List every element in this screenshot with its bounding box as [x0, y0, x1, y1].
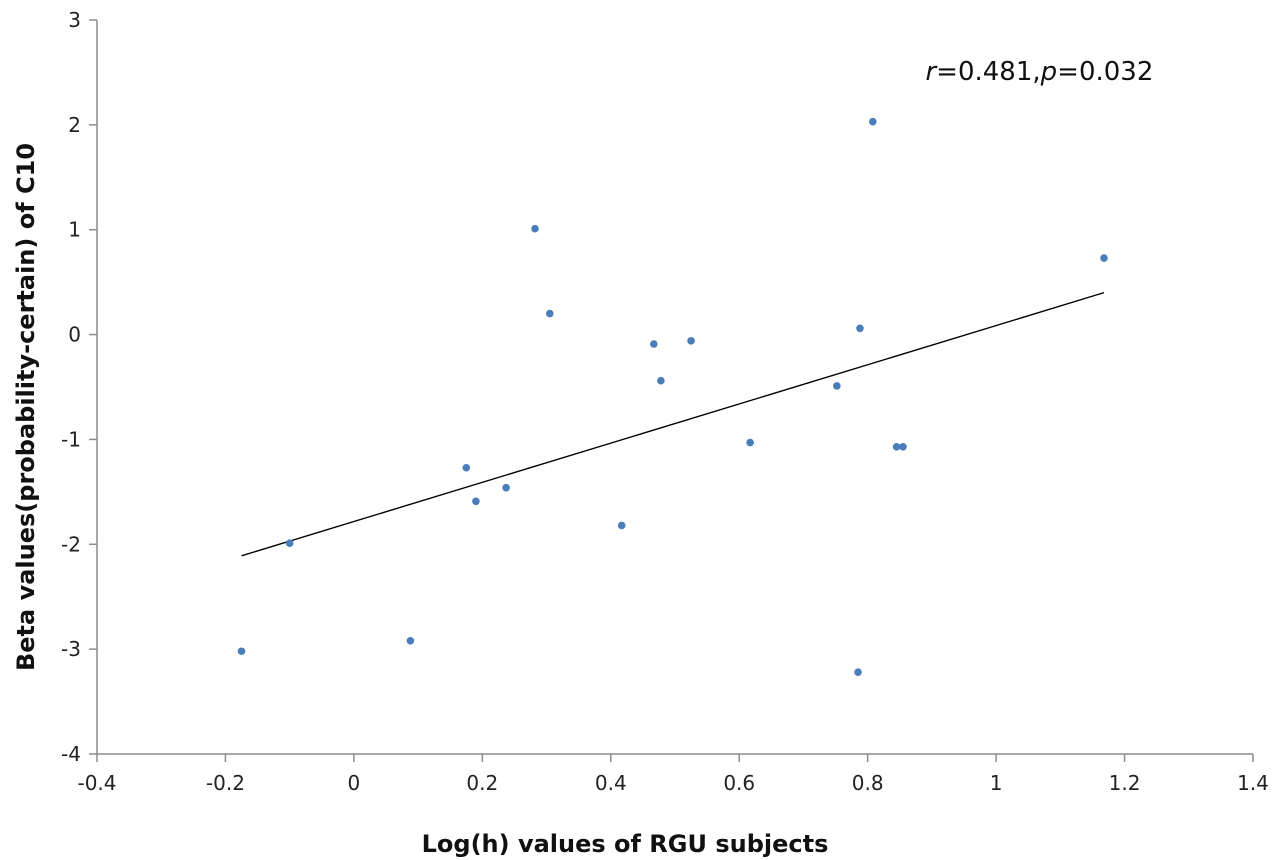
y-tick-label: -1	[61, 427, 81, 451]
data-points	[237, 117, 1108, 677]
x-tick-label: -0.2	[206, 771, 245, 795]
correlation-annotation: r=0.481,p=0.032	[925, 57, 1153, 87]
y-tick-label: 2	[68, 113, 81, 137]
data-point	[869, 117, 877, 126]
data-point	[285, 539, 294, 548]
data-point	[892, 442, 901, 451]
data-point	[650, 340, 658, 348]
data-point	[472, 497, 480, 506]
y-tick-label: -3	[61, 637, 81, 661]
data-point	[856, 324, 864, 333]
y-tick-label: -4	[61, 742, 81, 766]
x-tick-label: 0.6	[723, 771, 755, 795]
axes	[96, 20, 1253, 755]
y-tick-label: 1	[68, 218, 81, 242]
trendline-group	[241, 291, 1105, 557]
y-axis-title: Beta values(probability-certain) of C10	[12, 143, 40, 671]
data-point	[687, 337, 695, 345]
data-point	[462, 463, 471, 472]
data-point	[406, 636, 415, 645]
x-tick-label: 0.4	[595, 771, 627, 795]
data-point	[833, 382, 841, 390]
data-point	[854, 668, 862, 677]
r-value: =0.481,	[936, 57, 1040, 87]
x-tick-label: 1.4	[1237, 771, 1269, 795]
x-tick-label: 0.8	[852, 771, 884, 795]
y-ticks: -4 -3 -2 -1 0 1 2 3	[61, 8, 97, 766]
x-ticks: -0.4 -0.2 0 0.2 0.4 0.6 0.8 1 1.2 1.4	[77, 754, 1269, 795]
x-tick-label: 0	[348, 771, 361, 795]
data-point	[746, 438, 754, 447]
data-point	[657, 376, 665, 385]
x-tick-label: 1	[990, 771, 1003, 795]
x-tick-label: 0.2	[466, 771, 498, 795]
data-point	[531, 224, 539, 233]
y-tick-label: 0	[68, 323, 81, 347]
data-point	[899, 442, 907, 451]
data-point	[237, 647, 246, 656]
data-point	[545, 309, 554, 318]
r-symbol: r	[925, 57, 938, 87]
x-tick-label: -0.4	[77, 771, 116, 795]
p-symbol: p	[1040, 57, 1058, 87]
x-axis-title: Log(h) values of RGU subjects	[422, 830, 829, 858]
data-point	[502, 483, 510, 492]
y-tick-label: 3	[68, 8, 81, 32]
data-point	[617, 521, 626, 530]
x-tick-label: 1.2	[1109, 771, 1141, 795]
p-value: =0.032	[1057, 57, 1153, 87]
y-tick-label: -2	[61, 532, 81, 556]
trendline	[241, 291, 1105, 557]
data-point	[1100, 254, 1108, 262]
